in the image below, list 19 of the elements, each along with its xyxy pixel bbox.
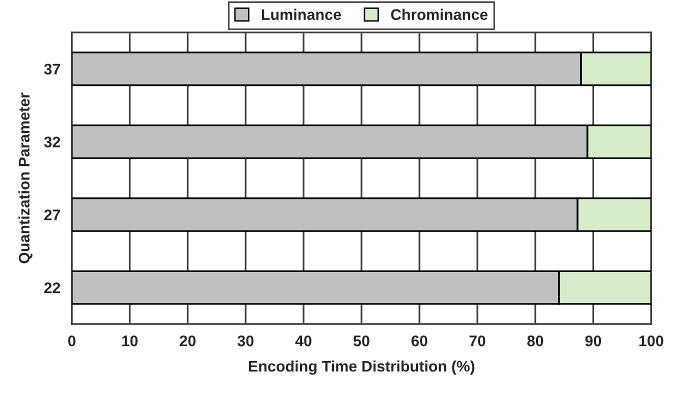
x-tick-label: 100 <box>639 336 664 346</box>
legend-label: Chrominance <box>391 8 488 20</box>
x-tick-label: 50 <box>353 336 370 346</box>
x-tick-label: 0 <box>68 336 76 346</box>
x-tick-label: 80 <box>527 336 544 346</box>
legend-label: Luminance <box>262 8 342 20</box>
x-tick-label: 10 <box>122 336 138 346</box>
y-tick-label: 27 <box>44 210 60 220</box>
x-tick-label: 70 <box>470 336 486 346</box>
y-tick-label: 32 <box>44 136 60 148</box>
x-tick-label: 60 <box>411 336 428 346</box>
y-tick-label: 37 <box>44 64 60 75</box>
x-tick-label: 20 <box>180 336 196 346</box>
x-tick-label: 30 <box>237 336 254 346</box>
x-tick-label: 40 <box>295 336 312 346</box>
x-tick-label: 90 <box>585 336 602 346</box>
y-axis-title: Quantization Parameter <box>18 92 32 264</box>
x-axis-title: Encoding Time Distribution (%) <box>248 360 474 375</box>
y-tick-label: 22 <box>44 282 60 294</box>
